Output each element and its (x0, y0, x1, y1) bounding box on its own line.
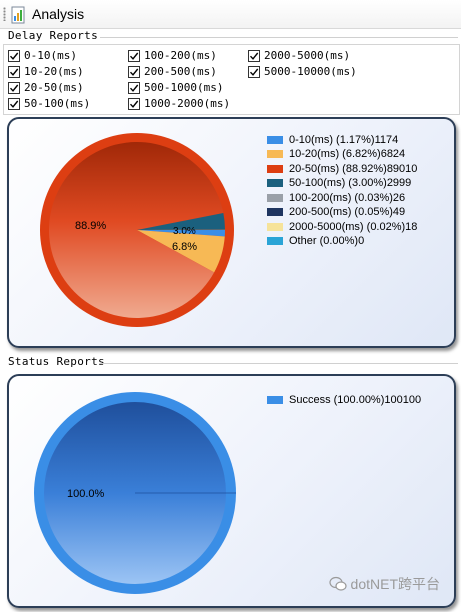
checkbox-box[interactable] (128, 49, 140, 62)
toolbar-grip-icon[interactable] (3, 7, 6, 21)
checkbox-box[interactable] (128, 81, 140, 94)
checkbox-2000-5000ms[interactable]: 2000-5000(ms) (248, 48, 350, 63)
delay-chart-panel: 88.9% 6.8% 3.0% 0-10(ms) (1.17%)1174 10-20(… (7, 117, 456, 348)
legend-item-10-20-ms: 10-20(ms) (6.82%)6824 (267, 148, 405, 161)
legend-swatch (267, 150, 283, 158)
legend-swatch (267, 135, 283, 144)
slice-label-100: 100.0% (67, 488, 105, 500)
watermark-text: dotNET跨平台 (350, 576, 440, 592)
window-title: Analysis (32, 6, 85, 22)
slice-label-88-9: 88.9% (75, 220, 106, 232)
checkbox-box[interactable] (8, 81, 20, 94)
legend-label: 10-20(ms) (6.82%)6824 (289, 148, 406, 160)
legend-swatch (267, 179, 283, 187)
checkbox-box[interactable] (128, 65, 140, 78)
checkbox-200-500ms[interactable]: 200-500(ms) (128, 64, 217, 79)
legend-label: 50-100(ms) (3.00%)2999 (289, 177, 412, 189)
checkbox-1000-2000ms[interactable]: 1000-2000(ms) (128, 96, 230, 111)
legend-item-other: Other (0.00%)0 (267, 235, 364, 248)
pie-slice-0-10-ms[interactable] (137, 230, 225, 237)
checkmark-icon (129, 100, 139, 108)
checkbox-label: 200-500(ms) (144, 65, 217, 78)
checkbox-box[interactable] (8, 97, 20, 110)
checkbox-label: 1000-2000(ms) (144, 97, 231, 110)
watermark: dotNET跨平台 (328, 574, 440, 594)
legend-label: 2000-5000(ms) (0.02%)18 (289, 220, 418, 233)
checkbox-label: 50-100(ms) (24, 97, 91, 110)
legend-swatch (267, 395, 283, 404)
legend-label: 0-10(ms) (1.17%)1174 (289, 133, 399, 146)
legend-swatch (267, 193, 283, 202)
pie-slice-10-20-ms[interactable] (137, 230, 225, 273)
pie-slice-100-200-ms[interactable] (137, 229, 225, 230)
checkbox-label: 2000-5000(ms) (264, 49, 351, 62)
legend-label: 20-50(ms) (88.92%)89010 (289, 162, 418, 175)
checkmark-icon (249, 68, 259, 76)
legend-swatch (267, 164, 283, 173)
checkbox-5000-10000ms[interactable]: 5000-10000(ms) (248, 64, 357, 79)
checkbox-box[interactable] (8, 49, 20, 62)
delay-filter-panel: 0-10(ms) 10-20(ms) 20-50(ms) 50-100(ms) … (3, 44, 460, 115)
window-title-bar: Analysis (0, 0, 461, 29)
wechat-icon (328, 576, 347, 591)
status-chart-panel: 100.0% Success (100.00%)100100 dotNET跨平台 (7, 374, 456, 608)
checkbox-0-10ms[interactable]: 0-10(ms) (8, 48, 77, 63)
legend-swatch (267, 208, 283, 216)
legend-item-success: Success (100.00%)100100 (267, 393, 421, 406)
checkbox-label: 5000-10000(ms) (264, 65, 357, 78)
status-reports-label: Status Reports (8, 355, 105, 368)
delay-reports-label: Delay Reports (8, 29, 98, 42)
legend-label: 200-500(ms) (0.05%)49 (289, 206, 406, 218)
checkbox-label: 100-200(ms) (144, 49, 217, 62)
legend-item-0-10-ms: 0-10(ms) (1.17%)1174 (267, 133, 398, 146)
checkmark-icon (249, 52, 259, 60)
checkbox-label: 500-1000(ms) (144, 81, 224, 94)
checkbox-box[interactable] (128, 97, 140, 110)
legend-swatch (267, 237, 283, 245)
legend-label: Success (100.00%)100100 (289, 393, 422, 406)
checkbox-20-50ms[interactable]: 20-50(ms) (8, 80, 84, 95)
legend-item-200-500-ms: 200-500(ms) (0.05%)49 (267, 206, 405, 219)
checkbox-10-20ms[interactable]: 10-20(ms) (8, 64, 84, 79)
legend-swatch (267, 222, 283, 231)
slice-label-small: 3.0% (173, 226, 196, 237)
slice-label-6-8: 6.8% (172, 241, 197, 253)
checkmark-icon (9, 52, 19, 60)
checkmark-icon (129, 52, 139, 60)
checkbox-label: 10-20(ms) (24, 65, 84, 78)
section-divider (100, 363, 458, 364)
legend-label: Other (0.00%)0 (289, 235, 365, 247)
checkbox-50-100ms[interactable]: 50-100(ms) (8, 96, 90, 111)
checkmark-icon (129, 68, 139, 76)
checkmark-icon (9, 68, 19, 76)
checkbox-label: 0-10(ms) (24, 49, 77, 62)
checkbox-box[interactable] (8, 65, 20, 78)
pie-slice-50-100-ms[interactable] (137, 212, 225, 230)
delay-pie-chart: 88.9% 6.8% 3.0% (40, 133, 234, 327)
legend-item-2000-5000-ms: 2000-5000(ms) (0.02%)18 (267, 220, 417, 233)
checkbox-500-1000ms[interactable]: 500-1000(ms) (128, 80, 223, 95)
legend-item-50-100-ms: 50-100(ms) (3.00%)2999 (267, 177, 411, 190)
checkbox-label: 20-50(ms) (24, 81, 84, 94)
pie-slice-20-50-ms[interactable] (49, 142, 224, 318)
checkmark-icon (9, 100, 19, 108)
checkbox-box[interactable] (248, 49, 260, 62)
legend-item-100-200-ms: 100-200(ms) (0.03%)26 (267, 191, 405, 204)
checkbox-box[interactable] (248, 65, 260, 78)
report-chart-icon (11, 6, 25, 24)
legend-item-20-50-ms: 20-50(ms) (88.92%)89010 (267, 162, 417, 175)
legend-label: 100-200(ms) (0.03%)26 (289, 191, 406, 204)
checkbox-100-200ms[interactable]: 100-200(ms) (128, 48, 217, 63)
status-pie-chart: 100.0% (34, 392, 236, 594)
checkmark-icon (129, 84, 139, 92)
checkmark-icon (9, 84, 19, 92)
section-divider (100, 37, 458, 38)
